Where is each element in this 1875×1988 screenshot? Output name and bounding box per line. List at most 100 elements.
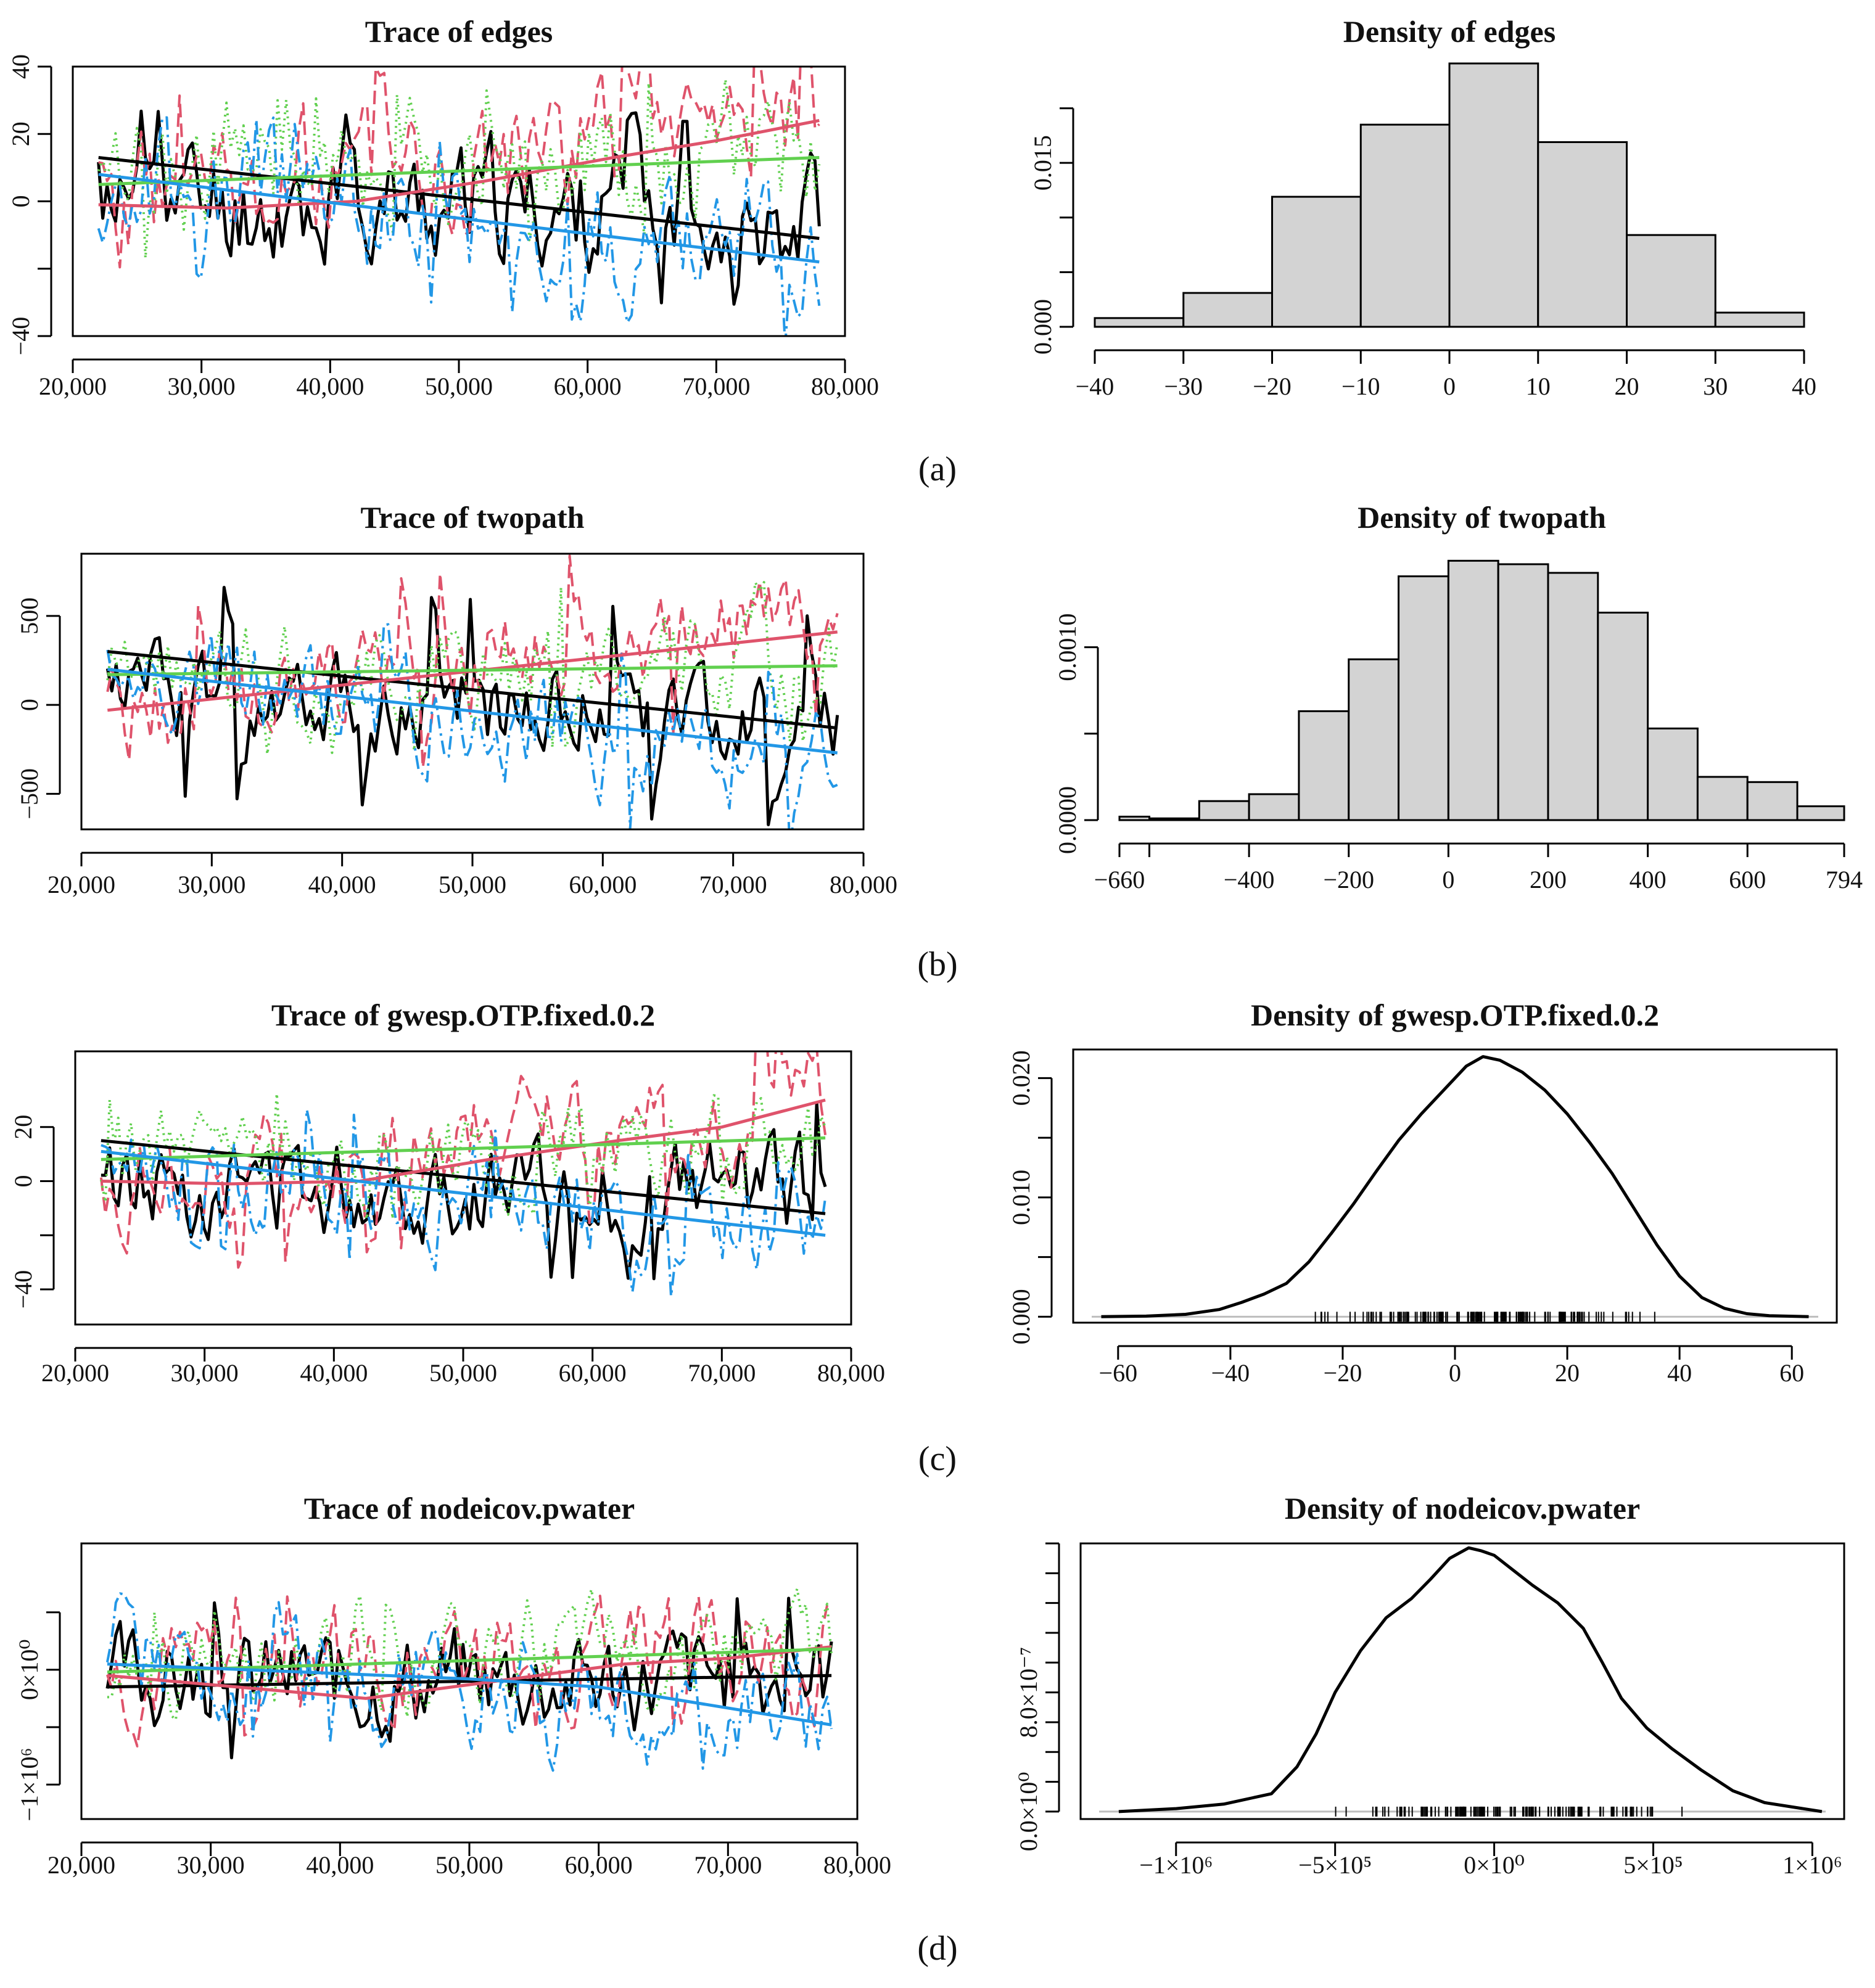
density-twopath-x-tick-label: 600 <box>1729 866 1766 893</box>
trace-nodeicov-trace-black <box>105 1596 833 1760</box>
trace-twopath-x-tick-label: 40,000 <box>308 871 376 898</box>
density-edges-bar <box>1626 234 1716 328</box>
density-edges-x-tick-label: −10 <box>1341 372 1380 400</box>
density-edges-x-tick-label: −40 <box>1076 372 1115 400</box>
density-nodeicov-x-tick-label: −5×10⁵ <box>1298 1851 1372 1879</box>
density-gwesp-x-tick-label: −40 <box>1211 1359 1250 1387</box>
density-edges-bar <box>1094 317 1185 328</box>
density-gwesp-frame <box>1072 1048 1838 1324</box>
density-edges-y-tick-label: 0.015 <box>1029 135 1057 191</box>
trace-twopath-x-tick-label: 50,000 <box>439 871 506 898</box>
trace-twopath-chain-1-trend <box>107 650 838 730</box>
density-twopath-bar <box>1148 817 1200 821</box>
trace-edges-y-tick-label: −40 <box>7 317 35 356</box>
density-twopath-x-tick-label: 200 <box>1530 866 1567 893</box>
trace-gwesp-title: Trace of gwesp.OTP.fixed.0.2 <box>271 998 655 1032</box>
density-twopath-x-tick-label: −200 <box>1323 866 1374 893</box>
density-twopath-bar <box>1696 776 1749 821</box>
trace-nodeicov-x-tick-label: 80,000 <box>823 1851 891 1879</box>
density-nodeicov-title: Density of nodeicov.pwater <box>1285 1491 1640 1526</box>
density-gwesp-x-tick-label: −60 <box>1099 1359 1138 1387</box>
density-gwesp-x-tick-label: 60 <box>1779 1359 1804 1387</box>
trace-gwesp-x-tick-label: 50,000 <box>429 1359 497 1387</box>
density-twopath-bar <box>1118 815 1150 821</box>
trace-twopath-y-tick-label: 0 <box>15 699 43 711</box>
trace-gwesp: 20,000 30,000 40,000 50,000 60,000 70,000 80,0… <box>9 998 885 1387</box>
subcaption-b: (b) <box>917 945 957 984</box>
density-edges-bar <box>1271 195 1362 328</box>
density-edges-bar <box>1714 311 1805 328</box>
density-twopath-x-tick-label: 0 <box>1442 866 1454 893</box>
density-twopath-bar <box>1198 800 1250 821</box>
trace-nodeicov: 20,000 30,000 40,000 50,000 60,000 70,000 80,0… <box>15 1491 891 1879</box>
density-twopath-bar <box>1796 805 1845 821</box>
trace-edges-x-tick-label: 40,000 <box>296 372 364 400</box>
density-edges-x-tick-label: 0 <box>1443 372 1456 400</box>
trace-gwesp-chain-4-trend <box>101 1149 826 1237</box>
trace-nodeicov-x-tick-label: 20,000 <box>47 1851 115 1879</box>
trace-nodeicov-y-tick-label: −1×10⁶ <box>15 1748 43 1822</box>
density-edges-x-tick-label: −20 <box>1253 372 1292 400</box>
trace-edges-plot-area <box>97 67 821 336</box>
density-edges: −40 −30 −20 −10 0 10 20 30 40 0.000 0.015 Density o… <box>1029 14 1816 400</box>
trace-gwesp-x-tick-label: 70,000 <box>688 1359 756 1387</box>
density-twopath-bar <box>1746 781 1799 821</box>
trace-gwesp-plot-area <box>99 1051 827 1298</box>
density-gwesp-y-tick-label: 0.000 <box>1007 1289 1035 1344</box>
density-edges-x-tick-label: 40 <box>1792 372 1816 400</box>
trace-edges-frame <box>72 65 846 337</box>
subcaption-d: (d) <box>917 1929 957 1968</box>
trace-gwesp-x-tick-label: 60,000 <box>559 1359 627 1387</box>
trace-gwesp-chain-1-trend <box>101 1139 826 1215</box>
trace-edges-x-tick-label: 80,000 <box>811 372 879 400</box>
density-gwesp-x-tick-label: 20 <box>1555 1359 1580 1387</box>
trace-edges-y-tick-label: 20 <box>7 121 35 146</box>
density-twopath-x-tick-label: −660 <box>1094 866 1145 893</box>
density-nodeicov-x-tick-label: −1×10⁶ <box>1139 1851 1213 1879</box>
density-nodeicov-x-tick-label: 0×10⁰ <box>1464 1851 1525 1879</box>
density-twopath-bar <box>1248 793 1300 821</box>
trace-nodeicov-x-tick-label: 70,000 <box>694 1851 762 1879</box>
trace-twopath-trace-blue <box>106 623 838 829</box>
trace-edges-title: Trace of edges <box>365 14 553 49</box>
density-gwesp-y-tick-label: 0.010 <box>1007 1170 1035 1225</box>
trace-edges-y-tick-label: 40 <box>7 54 35 79</box>
trace-edges-y-tick-label: 0 <box>7 195 35 208</box>
trace-nodeicov-x-tick-label: 50,000 <box>435 1851 503 1879</box>
trace-gwesp-x-tick-label: 20,000 <box>41 1359 109 1387</box>
density-edges-bar <box>1359 123 1451 328</box>
density-edges-x-tick-label: −30 <box>1164 372 1203 400</box>
density-edges-x-tick-label: 20 <box>1615 372 1639 400</box>
density-gwesp-density-curve <box>1101 1055 1809 1318</box>
density-nodeicov-density-curve <box>1118 1546 1823 1813</box>
trace-twopath-frame <box>80 552 865 831</box>
density-edges-bar <box>1448 62 1539 328</box>
trace-nodeicov-x-tick-label: 30,000 <box>177 1851 245 1879</box>
trace-gwesp-frame <box>74 1050 852 1326</box>
trace-edges-x-tick-label: 20,000 <box>39 372 107 400</box>
trace-edges-x-tick-label: 70,000 <box>682 372 750 400</box>
trace-edges-trace-red <box>98 67 820 269</box>
trace-twopath-x-tick-label: 20,000 <box>47 871 115 898</box>
density-nodeicov-x-tick-label: 1×10⁶ <box>1782 1851 1842 1879</box>
trace-twopath-chain-4-trend <box>107 668 838 755</box>
trace-gwesp-chain-3-trend <box>101 1136 826 1161</box>
trace-gwesp-y-tick-label: 20 <box>9 1115 37 1140</box>
density-twopath-x-tick-label: −400 <box>1224 866 1275 893</box>
density-twopath-x-tick-label: 400 <box>1630 866 1667 893</box>
density-twopath-bar <box>1298 710 1350 821</box>
subcaption-a: (a) <box>918 450 957 488</box>
density-edges-title: Density of edges <box>1343 14 1556 49</box>
trace-nodeicov-frame <box>80 1542 859 1820</box>
density-gwesp-x-tick-label: 0 <box>1449 1359 1461 1387</box>
density-twopath-bar <box>1597 612 1649 821</box>
trace-gwesp-x-tick-label: 40,000 <box>300 1359 368 1387</box>
trace-twopath-x-tick-label: 70,000 <box>699 871 767 898</box>
trace-twopath-y-tick-label: 500 <box>15 598 43 635</box>
trace-gwesp-x-tick-label: 30,000 <box>171 1359 239 1387</box>
trace-edges-x-tick-label: 60,000 <box>554 372 622 400</box>
trace-twopath-trace-green <box>106 581 839 756</box>
trace-gwesp-y-tick-label: −40 <box>9 1270 37 1309</box>
trace-twopath-x-tick-label: 60,000 <box>569 871 637 898</box>
trace-twopath: 20,000 30,000 40,000 50,000 60,000 70,000 80,0… <box>15 500 897 898</box>
